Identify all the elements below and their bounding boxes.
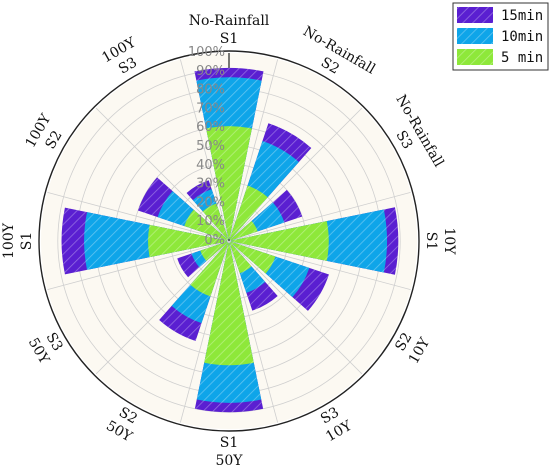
grid-spoke	[95, 107, 230, 242]
legend-item: 15min	[457, 7, 543, 24]
legend: 15min 10min 5 min	[452, 2, 549, 71]
grid-spoke	[228, 240, 279, 423]
bars	[61, 67, 399, 413]
radial-tick-labels: 0% 10% 20% 30% 40% 50% 60% 70% 80% 90% 100%	[188, 45, 225, 248]
bar-5min-1	[229, 185, 268, 240]
radial-tick-label: 80%	[196, 83, 225, 98]
legend-item: 5 min	[457, 49, 543, 66]
bar-5min-5	[229, 242, 252, 274]
category-label-line: No-Rainfall	[189, 13, 270, 29]
category-label-line: S3	[116, 55, 140, 78]
grid-spoke	[179, 240, 230, 423]
radial-tick-label: 50%	[196, 139, 225, 154]
category-label-line: 10Y	[441, 227, 457, 255]
category-label-line: 50Y	[215, 453, 243, 469]
category-label-line: S1	[220, 31, 239, 47]
bar-5min-4	[230, 241, 276, 274]
radial-tick-label: 40%	[196, 158, 225, 173]
bar-5min-0	[206, 126, 252, 240]
bar-5min-8	[200, 241, 228, 262]
grid-spoke	[179, 59, 230, 242]
grid-spoke	[228, 191, 411, 242]
radial-tick-label: 10%	[196, 214, 225, 229]
grid-ring	[38, 50, 420, 432]
grid-spoke	[228, 240, 411, 291]
legend-label: 10min	[501, 29, 543, 45]
radial-tick-label: 30%	[196, 177, 225, 192]
radial-tick-label: 60%	[196, 120, 225, 135]
bar-5min-2	[230, 220, 258, 241]
radial-tick-label: 20%	[196, 195, 225, 210]
category-label-line: 100Y	[1, 222, 17, 259]
category-label-line: S1	[423, 232, 439, 251]
category-label-line: S1	[19, 232, 35, 251]
grid-spoke	[47, 240, 230, 291]
radial-tick-label: 90%	[196, 64, 225, 79]
category-label: No-Rainfall S1	[189, 13, 270, 47]
bar-5min-7	[190, 242, 229, 297]
radial-tick-label: 70%	[196, 101, 225, 116]
category-label-line: S2	[318, 55, 342, 78]
radial-tick-label: 0%	[204, 233, 225, 248]
grid-spoke	[228, 107, 363, 242]
bar-5min-10	[184, 209, 228, 241]
category-label: 100Y S1	[1, 222, 35, 259]
bar-5min-6	[204, 242, 254, 366]
legend-label: 5 min	[501, 50, 543, 66]
bar-5min-3	[230, 221, 329, 261]
radial-tick-label: 100%	[188, 45, 225, 60]
category-label-line: S1	[220, 435, 239, 451]
grid-spoke	[95, 240, 230, 375]
grid-spoke	[228, 240, 363, 375]
legend-label: 15min	[501, 8, 543, 24]
bar-5min-9	[148, 224, 228, 258]
grid-spoke	[228, 59, 279, 242]
grid-spoke	[47, 191, 230, 242]
legend-item: 10min	[457, 28, 543, 45]
bar-5min-11	[202, 203, 229, 240]
